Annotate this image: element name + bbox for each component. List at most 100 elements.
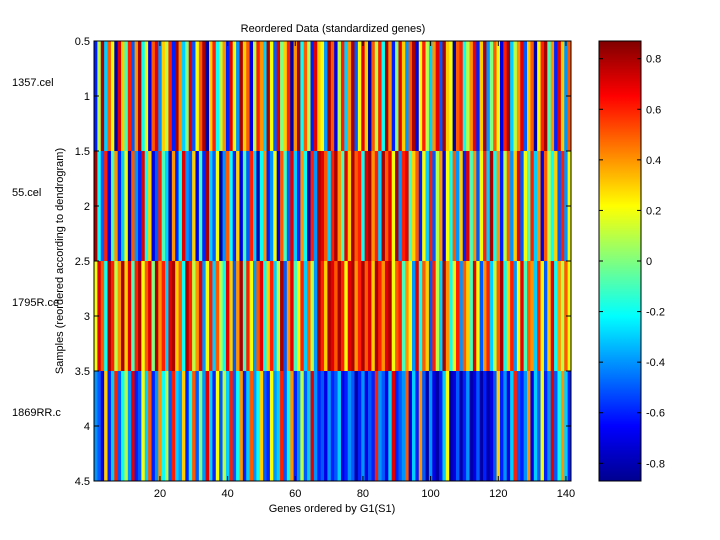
heatmap-cell	[97, 371, 102, 481]
heatmap-cell	[371, 151, 376, 261]
heatmap-cell	[489, 41, 494, 151]
heatmap-cell	[368, 371, 372, 481]
heatmap-cell	[168, 151, 173, 261]
heatmap-cell	[131, 151, 135, 261]
colorbar-tick-label: 0.2	[646, 205, 661, 217]
heatmap-cell	[445, 371, 450, 481]
x-tick-label: 80	[357, 488, 369, 500]
heatmap-cell	[459, 151, 464, 261]
heatmap-cell	[168, 41, 173, 151]
heatmap-cell	[107, 41, 112, 151]
heatmap-cell	[401, 151, 406, 261]
heatmap-cell	[330, 41, 335, 151]
heatmap-cell	[398, 371, 403, 481]
heatmap-cell	[117, 371, 122, 481]
heatmap-cell	[110, 261, 115, 371]
heatmap-cell	[256, 151, 261, 261]
heatmap-cell	[381, 151, 386, 261]
heatmap-cell	[337, 261, 342, 371]
heatmap-cell	[263, 151, 267, 261]
heatmap-cell	[320, 151, 325, 261]
heatmap-cell	[212, 41, 217, 151]
sample-row-label: 1357.cel	[12, 77, 54, 89]
heatmap-cell	[483, 41, 487, 151]
heatmap-cell	[425, 261, 430, 371]
heatmap-cell	[249, 41, 254, 151]
heatmap-cell	[296, 151, 301, 261]
heatmap-cell	[293, 371, 298, 481]
heatmap-cell	[317, 41, 322, 151]
heatmap-cell	[154, 41, 159, 151]
heatmap-cell	[483, 261, 487, 371]
colorbar-tick-label: -0.4	[646, 357, 665, 369]
x-tick-label: 40	[222, 488, 234, 500]
heatmap-cell	[449, 151, 453, 261]
heatmap-cell	[104, 261, 108, 371]
heatmap-cell	[307, 371, 311, 481]
heatmap-cell	[560, 151, 565, 261]
heatmap-cell	[144, 151, 149, 261]
heatmap-cell	[415, 261, 420, 371]
heatmap-cell	[124, 41, 129, 151]
heatmap-cell	[259, 151, 264, 261]
heatmap-cell	[445, 261, 450, 371]
heatmap-cell	[537, 261, 541, 371]
heatmap-cell	[181, 41, 186, 151]
heatmap-cell	[455, 41, 460, 151]
heatmap-cell	[273, 371, 278, 481]
heatmap-cell	[489, 371, 494, 481]
heatmap-cell	[303, 41, 308, 151]
heatmap-cell	[520, 151, 525, 261]
heatmap-cell	[560, 41, 565, 151]
heatmap-cell	[371, 371, 376, 481]
heatmap-cell	[283, 41, 288, 151]
heatmap-cell	[324, 41, 328, 151]
heatmap-cell	[472, 371, 477, 481]
heatmap-cell	[327, 41, 332, 151]
heatmap-cell	[398, 41, 403, 151]
heatmap-cell	[151, 261, 156, 371]
heatmap-cell	[300, 41, 305, 151]
heatmap-cell	[388, 151, 393, 261]
heatmap-cell	[428, 151, 433, 261]
heatmap-cell	[175, 261, 179, 371]
heatmap-cell	[290, 261, 294, 371]
heatmap-cell	[225, 371, 230, 481]
heatmap-cell	[165, 151, 169, 261]
heatmap-cell	[225, 41, 230, 151]
heatmap-cell	[178, 151, 183, 261]
heatmap-cell	[303, 151, 308, 261]
heatmap-cell	[192, 261, 196, 371]
heatmap-cell	[391, 371, 396, 481]
heatmap-cell	[357, 151, 362, 261]
heatmap-cell	[151, 41, 156, 151]
heatmap-cell	[530, 151, 535, 261]
heatmap-cell	[489, 261, 494, 371]
heatmap-cell	[192, 151, 196, 261]
heatmap-cell	[486, 371, 491, 481]
heatmap-cell	[209, 151, 213, 261]
heatmap-cell	[269, 41, 274, 151]
heatmap-cell	[398, 151, 403, 261]
heatmap-cell	[340, 371, 345, 481]
heatmap-cell	[107, 371, 112, 481]
heatmap-cell	[455, 261, 460, 371]
heatmap-cell	[479, 41, 484, 151]
heatmap-cell	[266, 151, 271, 261]
heatmap-cell	[171, 261, 176, 371]
heatmap-cell	[205, 371, 210, 481]
heatmap-cell	[439, 151, 443, 261]
colorbar-tick-label: -0.2	[646, 307, 665, 319]
heatmap-cell	[324, 371, 328, 481]
heatmap-cell	[134, 151, 139, 261]
heatmap-cell	[422, 41, 426, 151]
heatmap-cell	[462, 151, 467, 261]
heatmap-cell	[273, 261, 278, 371]
heatmap-cell	[547, 41, 552, 151]
heatmap-cell	[354, 151, 359, 261]
heatmap-cell	[114, 371, 119, 481]
heatmap-cell	[523, 371, 528, 481]
heatmap-cell	[100, 371, 105, 481]
heatmap-cell	[246, 261, 251, 371]
heatmap-cell	[527, 41, 531, 151]
